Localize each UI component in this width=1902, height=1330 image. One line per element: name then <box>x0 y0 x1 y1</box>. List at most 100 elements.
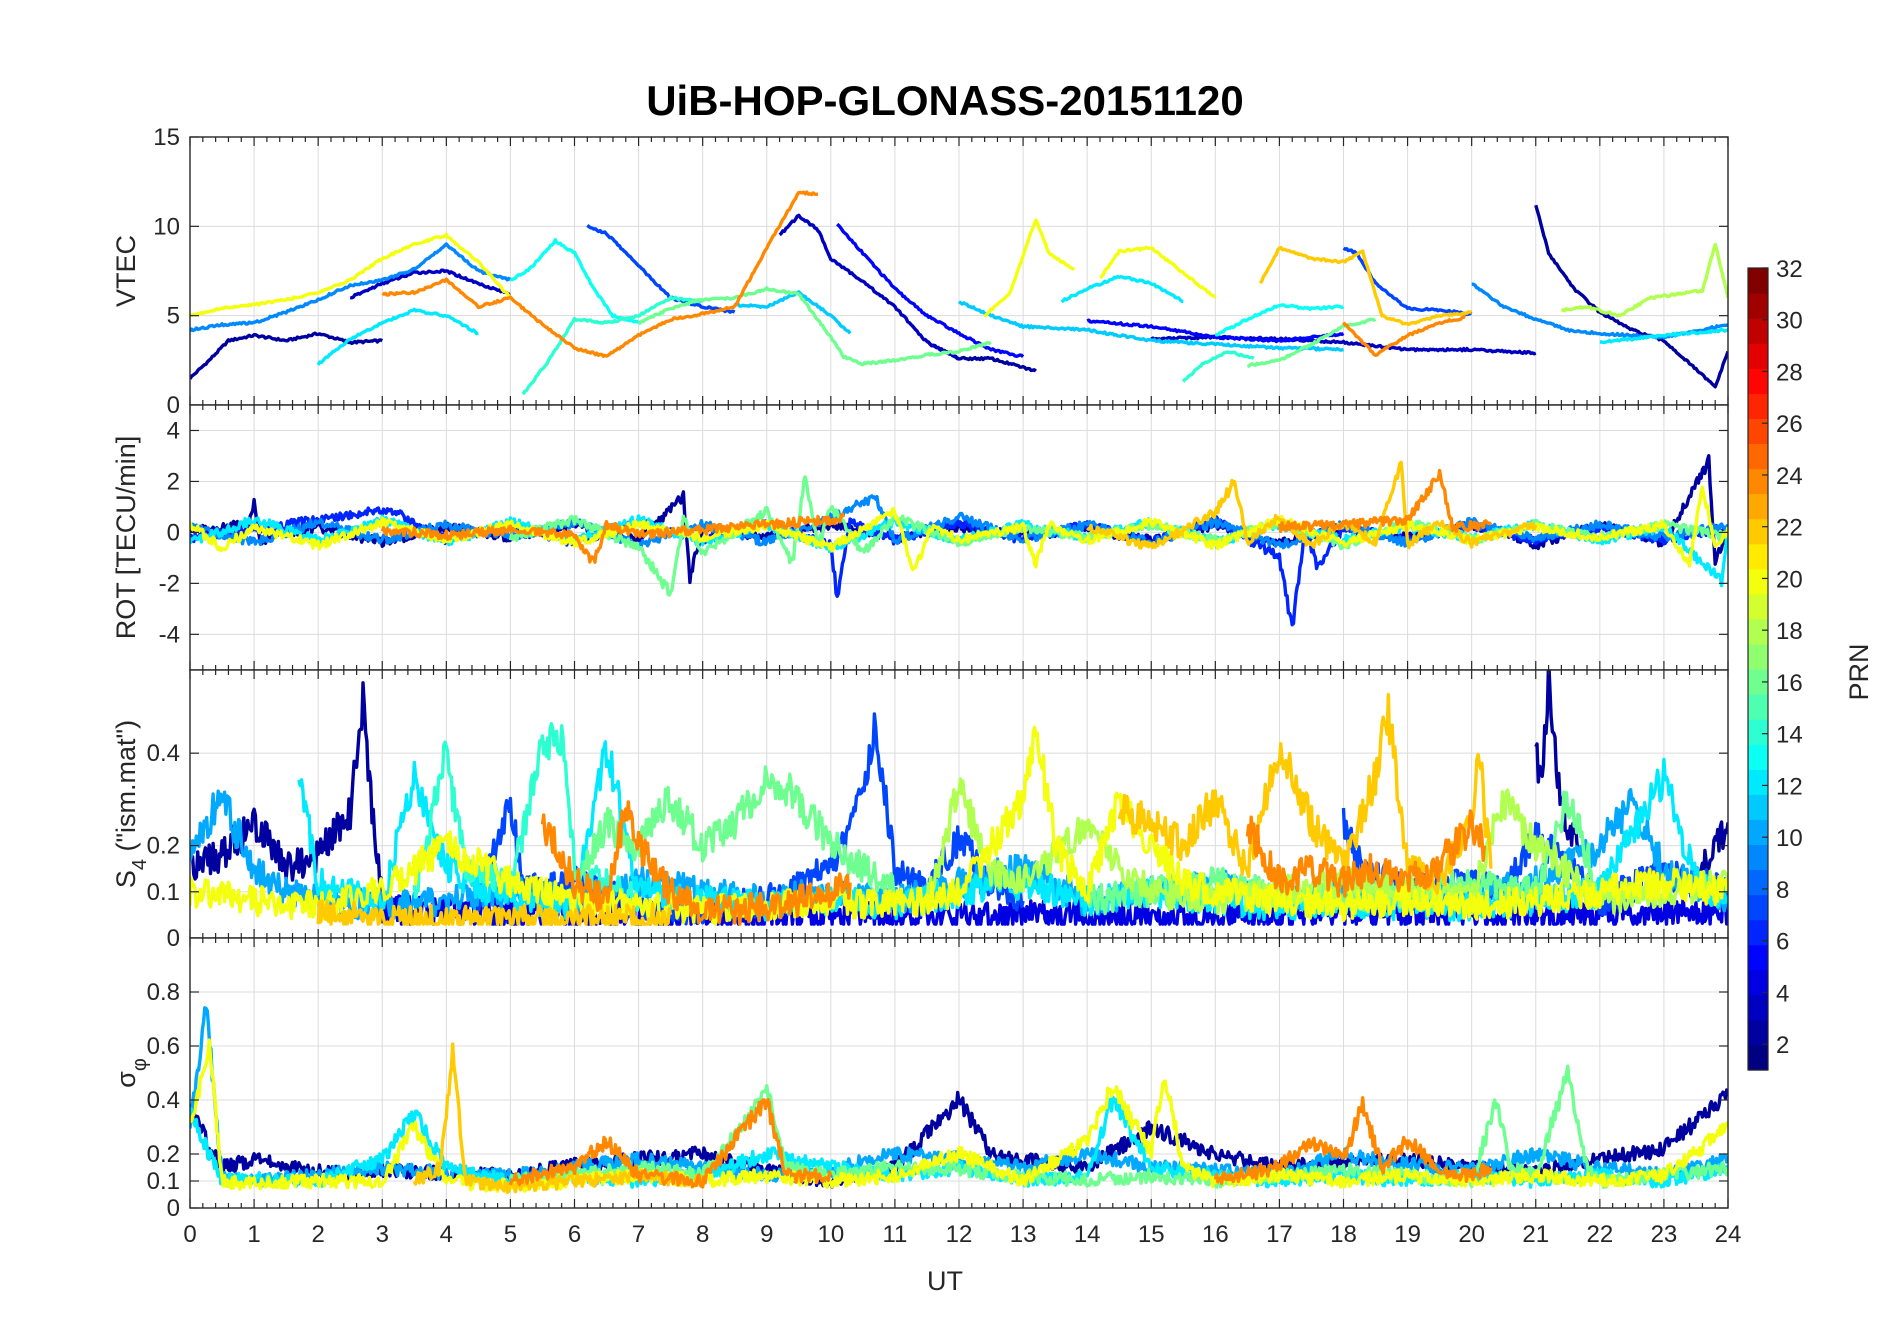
series-line-prn-16 <box>1246 317 1377 369</box>
series-line-prn-14 <box>1181 350 1255 383</box>
x-tick-label: 0 <box>183 1221 196 1248</box>
x-tick-label: 23 <box>1651 1221 1678 1248</box>
series-line-prn-24 <box>540 800 852 926</box>
x-tick-labels: 0 1 2 3 4 5 6 7 8 9 10 11 12 13 14 15 16 17 18 19 20 21 22 23 24 <box>183 1221 1741 1248</box>
series-line-prn-7 <box>586 224 736 314</box>
series-line-prn-13 <box>1214 303 1345 337</box>
y-tick-label: 0.1 <box>147 1168 180 1195</box>
colorbar-frame <box>1747 267 1769 1071</box>
colorbar-swatch <box>1748 318 1768 344</box>
series-line-prn-2 <box>190 331 384 380</box>
series-line-prn-24 <box>508 1097 833 1189</box>
tick-marks <box>189 136 1729 406</box>
y-tick-label: 0 <box>167 925 180 952</box>
colorbar-tick-label: 22 <box>1776 515 1803 542</box>
x-axis-label: UT <box>927 1266 963 1296</box>
y-axis-label: ROT [TECU/min] <box>111 436 141 640</box>
series-lines <box>190 190 1728 396</box>
colorbar-swatch <box>1748 844 1768 871</box>
x-tick-label: 17 <box>1266 1221 1293 1248</box>
series-line-prn-24 <box>1342 315 1466 357</box>
series-line-prn-24 <box>1245 809 1487 898</box>
series-line-prn-16 <box>572 765 897 898</box>
colorbar-swatch <box>1748 618 1768 645</box>
panel-sigma: 00.10.2 0.4 0.6 0.8 σφ <box>111 937 1729 1222</box>
x-tick-label: 14 <box>1074 1221 1101 1248</box>
colorbar-swatch <box>1748 694 1768 720</box>
gridlines <box>189 405 1729 670</box>
colorbar-label: PRN <box>1844 643 1874 700</box>
colorbar-swatch <box>1748 1019 1768 1046</box>
tick-marks <box>189 670 1729 939</box>
x-tick-label: 5 <box>504 1221 517 1248</box>
x-tick-label: 18 <box>1330 1221 1357 1248</box>
y-tick-label: 2 <box>167 468 180 495</box>
series-line-prn-14 <box>412 722 641 913</box>
colorbar-swatch <box>1748 543 1768 570</box>
colorbar-tick-label: 20 <box>1776 566 1803 593</box>
y-axis-label: VTEC <box>111 235 141 307</box>
colorbar-swatch <box>1748 418 1768 445</box>
series-line-prn-24 <box>381 190 819 358</box>
y-tick-label: 0 <box>167 392 180 419</box>
colorbar-tick-label: 6 <box>1776 929 1789 956</box>
y-tick-label: 0.6 <box>147 1033 180 1060</box>
series-line-prn-22 <box>1258 245 1472 327</box>
colorbar-swatch <box>1748 493 1768 520</box>
colorbar-tick-label: 14 <box>1776 722 1803 749</box>
y-tick-label: -4 <box>159 621 180 648</box>
colorbar-tick-label: 2 <box>1776 1032 1789 1059</box>
series-line-prn-20 <box>190 725 1728 926</box>
series-line-prn-3 <box>349 268 511 300</box>
colorbar-swatch <box>1748 669 1768 695</box>
y-tick-label: 0.4 <box>147 740 180 767</box>
colorbar-tick-label: 8 <box>1776 877 1789 904</box>
y-tick-label: 5 <box>167 303 180 330</box>
x-tick-label: 11 <box>882 1221 907 1248</box>
tick-marks <box>189 405 1729 670</box>
series-lines <box>190 670 1728 926</box>
y-tick-label: 0.4 <box>147 1087 180 1114</box>
x-tick-label: 12 <box>946 1221 973 1248</box>
series-line-prn-9 <box>190 242 512 333</box>
colorbar-swatch <box>1748 393 1768 419</box>
x-tick-label: 10 <box>817 1221 844 1248</box>
colorbar-swatch <box>1748 869 1768 896</box>
series-line-prn-12 <box>1060 274 1184 304</box>
colorbar-swatch <box>1748 643 1768 670</box>
y-tick-label: 0.8 <box>147 979 180 1006</box>
series-line-prn-20 <box>983 218 1075 318</box>
x-tick-label: 15 <box>1138 1221 1165 1248</box>
series-line-prn-20 <box>190 232 512 317</box>
x-tick-label: 4 <box>440 1221 453 1248</box>
x-tick-label: 13 <box>1010 1221 1037 1248</box>
colorbar-swatch <box>1748 819 1768 846</box>
colorbar-swatch <box>1748 368 1768 394</box>
y-tick-label: -2 <box>159 570 180 597</box>
y-tick-label: 0.2 <box>147 833 180 860</box>
colorbar-swatch <box>1748 518 1768 545</box>
colorbar-swatch <box>1748 944 1768 971</box>
colorbar-tick-label: 4 <box>1776 980 1789 1007</box>
y-tick-label: 4 <box>167 417 180 444</box>
series-line-prn-24 <box>1213 1096 1493 1186</box>
series-line-prn-3 <box>778 213 960 361</box>
x-tick-label: 7 <box>632 1221 645 1248</box>
colorbar-tick-label: 32 <box>1776 256 1803 283</box>
colorbar-swatch <box>1748 1044 1768 1071</box>
series-line-prn-22 <box>1086 460 1538 550</box>
colorbar-tick-label: 10 <box>1776 825 1803 852</box>
y-axis-label: S4 ("ism.mat") <box>111 720 151 888</box>
series-line-prn-13 <box>509 238 640 325</box>
colorbar-swatch <box>1748 468 1768 495</box>
series-line-prn-11 <box>957 300 1344 352</box>
series-line-prn-20 <box>1099 245 1217 299</box>
colorbar-swatch <box>1748 593 1768 620</box>
colorbar-tick-label: 12 <box>1776 773 1803 800</box>
chart-title: UiB-HOP-GLONASS-20151120 <box>646 77 1244 124</box>
y-tick-label: 0.2 <box>147 1141 180 1168</box>
colorbar-tick-label: 30 <box>1776 308 1803 335</box>
x-tick-label: 19 <box>1394 1221 1421 1248</box>
